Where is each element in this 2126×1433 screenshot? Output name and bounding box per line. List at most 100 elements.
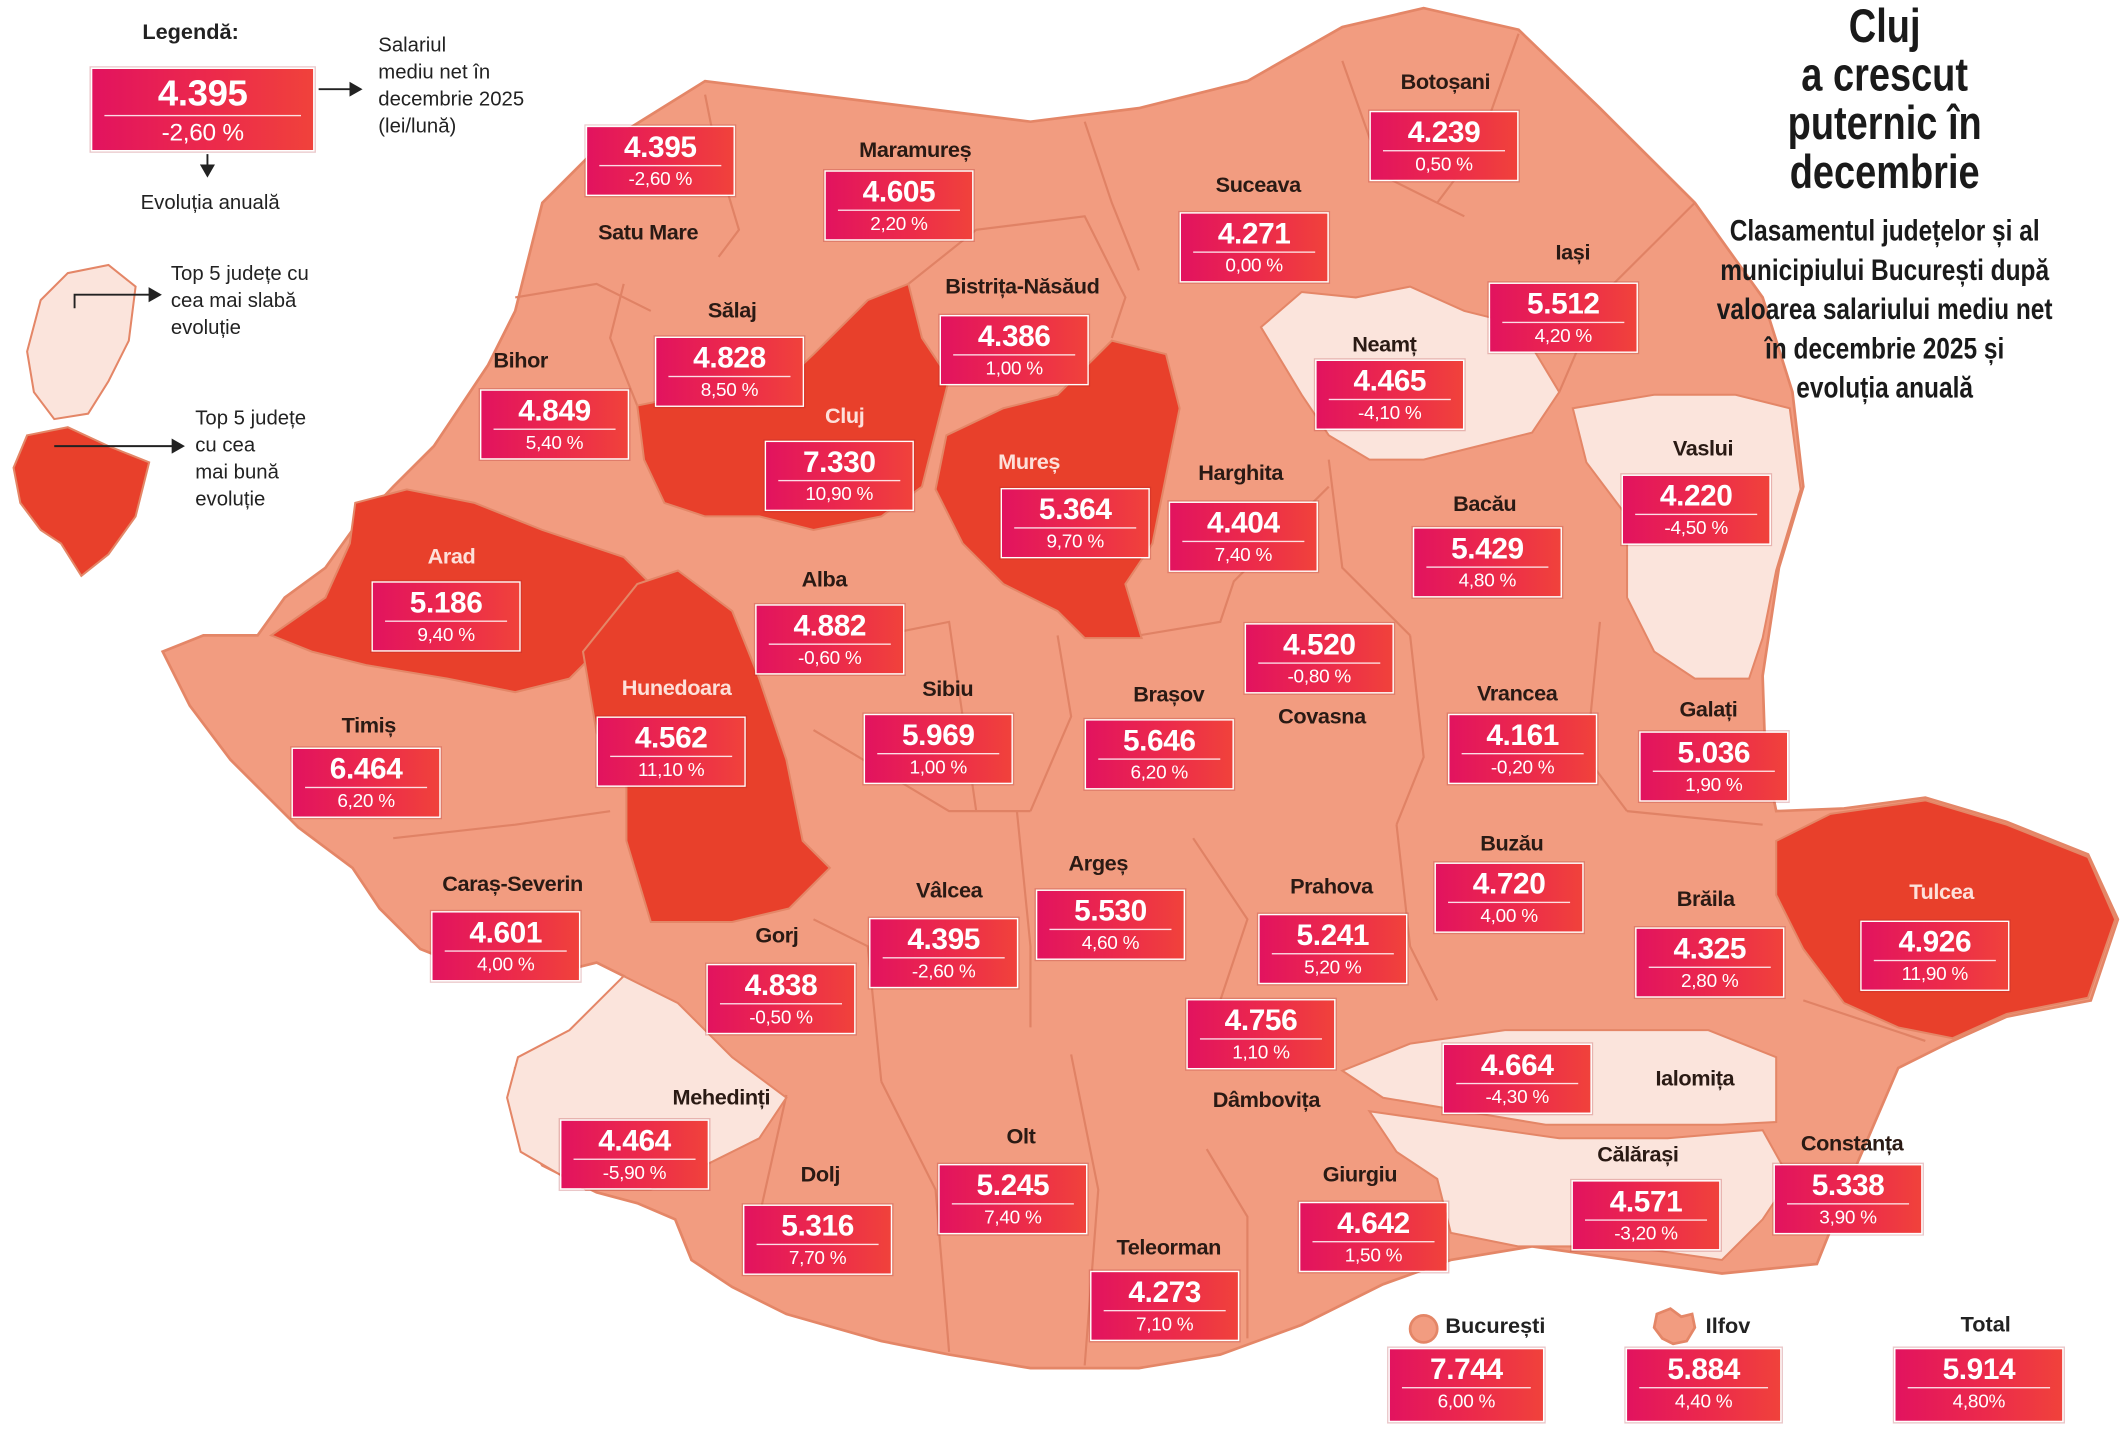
county-change-gorj: -0,50 % [749, 1005, 813, 1028]
box-divider [599, 164, 722, 167]
box-divider [756, 1243, 879, 1246]
county-box-neamt: 4.465 -4,10 % [1315, 359, 1465, 430]
county-box-hunedoara: 4.562 11,10 % [596, 716, 746, 787]
county-box-botosani: 4.239 0,50 % [1369, 110, 1519, 182]
county-change-bacau: 4,80 % [1458, 569, 1517, 591]
county-salary-bistrita-nasaud: 4.386 [977, 319, 1051, 353]
county-salary-calarasi: 4.571 [1609, 1184, 1683, 1219]
county-name-alba: Alba [801, 569, 848, 593]
county-name-valcea: Vâlcea [915, 880, 983, 904]
box-divider [882, 957, 1005, 959]
county-box-caras-severin: 4.601 4,00 % [431, 911, 581, 982]
county-change-alba: -0,60 % [798, 646, 862, 668]
subtitle-line: municipiului București după [1720, 252, 2050, 287]
box-divider [1401, 1387, 1531, 1389]
county-change-dambovita: 1,10 % [1232, 1040, 1290, 1063]
legend-value-line: (lei/lună) [378, 114, 457, 138]
county-box-arges: 5.530 4,60 % [1035, 889, 1186, 960]
county-change-maramures: 2,20 % [870, 212, 928, 234]
legend-worst-arrow [73, 287, 162, 309]
box-divider [1652, 770, 1775, 772]
county-salary-dolj: 5.316 [781, 1208, 854, 1243]
county-salary-arges: 5.530 [1074, 893, 1147, 928]
county-salary-gorj: 4.838 [744, 967, 818, 1002]
box-divider [1271, 953, 1394, 955]
box-divider [104, 114, 302, 117]
county-salary-hunedoara: 4.562 [634, 720, 708, 755]
county-change-harghita: 7,40 % [1214, 543, 1273, 566]
county-name-covasna: Covasna [1278, 705, 1366, 729]
county-box-tulcea: 4.926 11,90 % [1860, 920, 2010, 991]
county-salary-iasi: 5.512 [1527, 286, 1600, 321]
county-border [1341, 60, 1465, 218]
county-box-bistrita-nasaud: 4.386 1,00 % [939, 314, 1089, 386]
county-name-harghita: Harghita [1198, 462, 1283, 486]
county-box-valcea: 4.395 -2,60 % [869, 917, 1019, 989]
county-salary-cluj: 7.330 [802, 444, 876, 479]
headline-line: puternic în [1787, 97, 1982, 151]
county-change-satu-mare: -2,60 % [628, 167, 693, 190]
county-change-giurgiu: 1,50 % [1344, 1243, 1403, 1266]
county-box-timis: 6.464 6,20 % [291, 747, 441, 818]
county-name-prahova: Prahova [1290, 876, 1373, 900]
county-salary-harghita: 4.404 [1207, 505, 1280, 540]
box-divider [837, 209, 960, 211]
county-change-galati: 1,90 % [1685, 773, 1743, 795]
county-name-maramures: Maramureș [859, 139, 972, 163]
county-salary-botosani: 4.239 [1407, 114, 1481, 149]
county-box-prahova: 5.241 5,20 % [1258, 913, 1408, 985]
box-divider [951, 1203, 1074, 1205]
county-salary-arad: 5.186 [409, 585, 483, 620]
box-divider [1635, 513, 1758, 516]
county-change-braila: 2,80 % [1681, 969, 1739, 991]
total-label: Total [1960, 1314, 2011, 1338]
county-box-mehedinti: 4.464 -5,90 % [559, 1119, 710, 1190]
box-divider [1098, 758, 1221, 760]
county-salary-tulcea: 4.926 [1898, 924, 1972, 959]
box-divider [444, 950, 567, 952]
legend-worst-line: cea mai slabă [170, 289, 297, 313]
county-border [1802, 999, 1926, 1042]
county-salary-bacau: 5.429 [1451, 531, 1524, 566]
county-border [758, 1094, 788, 1217]
county-name-neamt: Neamț [1352, 333, 1417, 357]
county-name-mehedinti: Mehedinți [672, 1086, 771, 1110]
box-divider [778, 479, 901, 482]
county-change-arad: 9,40 % [417, 623, 475, 645]
county-name-hunedoara: Hunedoara [621, 677, 732, 701]
box-divider [1049, 928, 1172, 931]
county-salary-teleorman: 4.273 [1128, 1274, 1202, 1309]
county-salary-suceava: 4.271 [1217, 216, 1291, 251]
county-change-cluj: 10,90 % [805, 482, 874, 505]
county-name-bihor: Bihor [493, 350, 548, 374]
county-name-sibiu: Sibiu [922, 678, 974, 702]
box-divider [493, 428, 616, 430]
legend-worst-swatch [26, 263, 137, 421]
box-divider [1585, 1219, 1708, 1221]
box-divider [877, 753, 1000, 755]
county-change-bistrita-nasaud: 1,00 % [985, 356, 1043, 379]
county-salary-olt: 5.245 [976, 1168, 1050, 1202]
county-border [1083, 121, 1140, 271]
county-border [1395, 824, 1439, 1001]
county-name-ialomita: Ialomița [1655, 1067, 1735, 1091]
county-box-buzau: 4.720 4,00 % [1434, 862, 1584, 933]
county-name-caras-severin: Caraș-Severin [442, 873, 583, 897]
county-box-alba: 4.882 -0,60 % [755, 604, 905, 675]
county-name-braila: Brăila [1676, 888, 1735, 912]
ilfov-label: Ilfov [1705, 1315, 1751, 1339]
box-divider [1907, 1387, 2051, 1389]
county-change-teleorman: 7,10 % [1135, 1312, 1194, 1335]
county-name-vaslui: Vaslui [1672, 438, 1734, 461]
legend-worst-description: Top 5 județe cu cea mai slabă evoluție [171, 261, 309, 342]
county-salary-ialomita: 4.664 [1480, 1047, 1554, 1082]
county-box-dambovita: 4.756 1,10 % [1186, 999, 1336, 1070]
bucuresti-label: București [1445, 1315, 1546, 1339]
county-box-satu-mare: 4.395 -2,60 % [585, 125, 735, 197]
bucuresti-box: 7.744 6,00 % [1388, 1347, 1545, 1423]
county-salary-buzau: 4.720 [1472, 866, 1546, 901]
county-change-dolj: 7,70 % [788, 1246, 847, 1269]
county-change-ialomita: -4,30 % [1485, 1085, 1549, 1108]
legend-best-line: cu cea [195, 433, 256, 457]
county-salary-braila: 4.325 [1673, 931, 1747, 966]
